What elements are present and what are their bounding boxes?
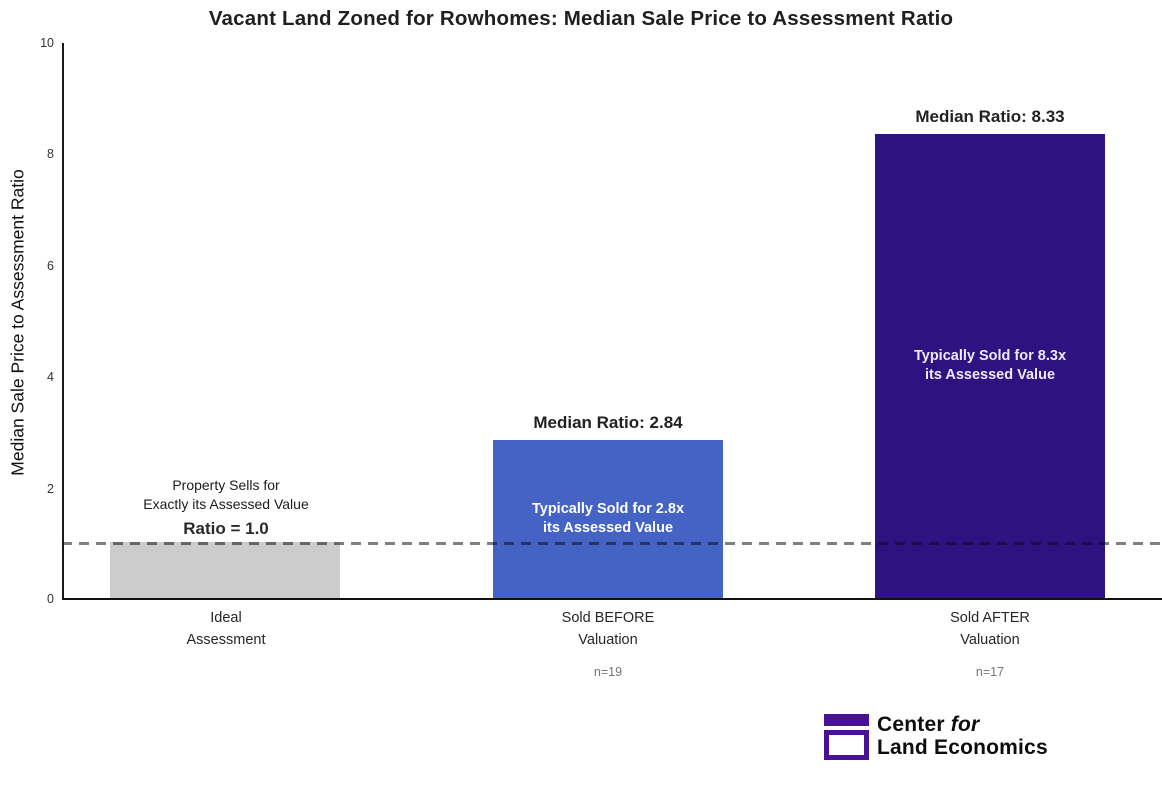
bar-inner-label-before: Typically Sold for 2.8x its Assessed Val… xyxy=(531,500,685,536)
x-axis-line xyxy=(62,598,1162,600)
bar-sold-after-valuation: Typically Sold for 8.3x its Assessed Val… xyxy=(875,134,1105,598)
y-axis-line xyxy=(62,43,64,600)
bar-ideal-assessment xyxy=(110,542,340,598)
chart-title: Vacant Land Zoned for Rowhomes: Median S… xyxy=(208,7,954,30)
sample-size-before: n=19 xyxy=(593,665,623,679)
median-ratio-label-before: Median Ratio: 2.84 xyxy=(533,412,683,432)
y-axis-label: Median Sale Price to Assessment Ratio xyxy=(7,169,28,476)
logo-mark-outline-rect xyxy=(824,730,869,760)
annotation-ratio-label: Ratio = 1.0 xyxy=(183,519,269,538)
y-tick-label-8: 8 xyxy=(47,147,54,161)
logo-rowhome-icon xyxy=(824,714,869,761)
median-ratio-label-after: Median Ratio: 8.33 xyxy=(915,107,1065,127)
y-tick-label-2: 2 xyxy=(47,482,54,496)
bar-sold-before-valuation: Typically Sold for 2.8x its Assessed Val… xyxy=(493,439,723,598)
reference-line-ratio-1 xyxy=(62,542,1162,545)
y-tick-label-6: 6 xyxy=(47,259,54,273)
y-tick-label-0: 0 xyxy=(47,592,54,606)
bar-inner-label-after: Typically Sold for 8.3x its Assessed Val… xyxy=(913,348,1067,384)
logo-text: Center for Land Economics xyxy=(877,713,1048,759)
annotation-line-2: Exactly its Assessed Value xyxy=(143,495,309,512)
y-tick-label-4: 4 xyxy=(47,370,54,384)
x-tick-label-ideal: Ideal Assessment xyxy=(186,610,266,648)
x-tick-label-before: Sold BEFORE Valuation xyxy=(561,610,655,648)
x-tick-label-after: Sold AFTER Valuation xyxy=(950,610,1030,648)
logo-mark-solid-bar xyxy=(824,714,869,726)
y-tick-label-10: 10 xyxy=(40,36,54,50)
sample-size-after: n=17 xyxy=(975,665,1005,679)
annotation-line-1: Property Sells for xyxy=(172,477,280,493)
ideal-assessment-annotation: Property Sells for Exactly its Assessed … xyxy=(76,476,376,539)
